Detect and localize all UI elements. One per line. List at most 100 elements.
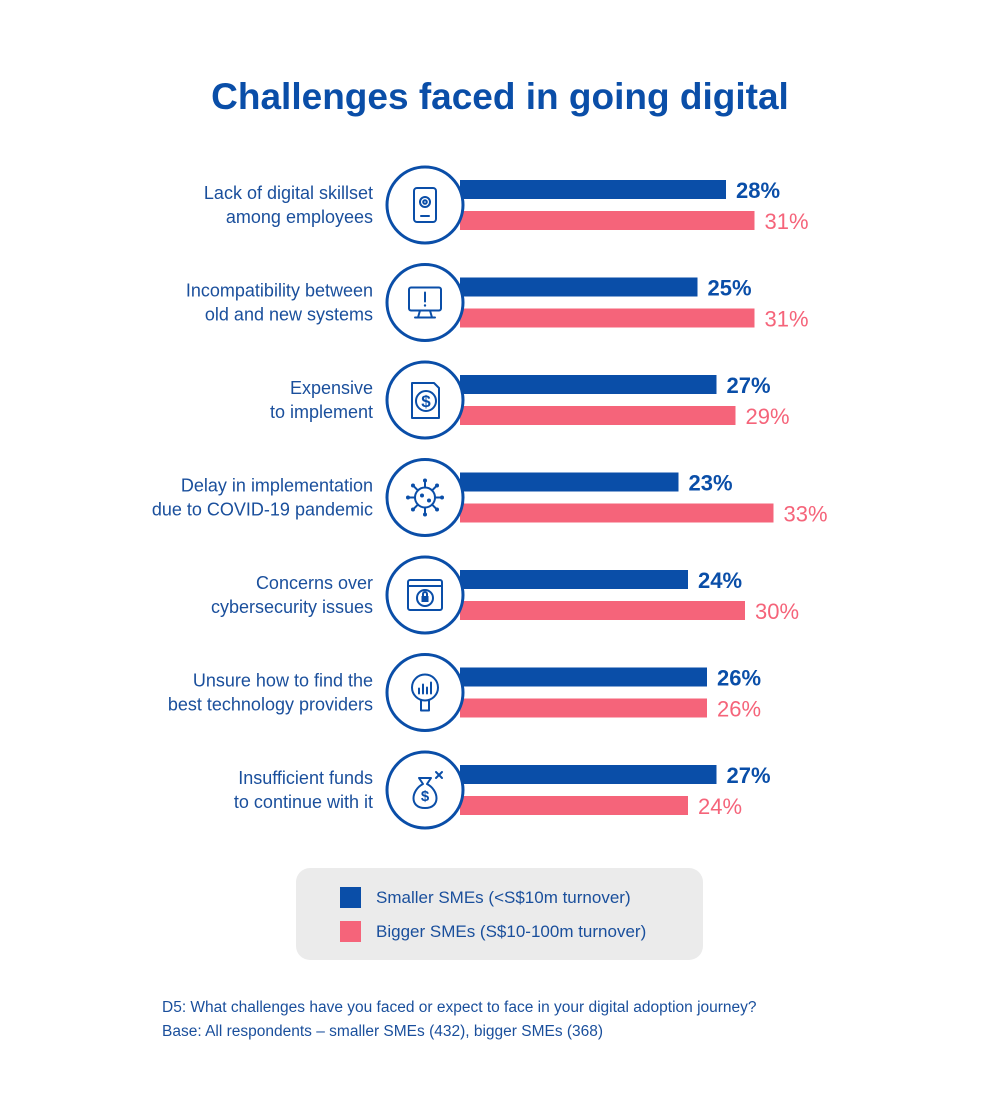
data-label-bigger-sme: 26% [717,697,761,722]
exclamation-dot [423,304,427,307]
legend-item-small: Smaller SMEs (<S$10m turnover) [340,887,631,908]
bar-bigger-sme [460,406,736,425]
bar-bigger-sme [460,796,688,815]
virus-spike-tip [410,483,415,488]
data-label-bigger-sme: 29% [746,404,790,429]
chart-row: 28% 31% Lack of digital skillset among empl… [204,165,809,245]
chart-row: 27% 29% $ Expensive to implement [270,360,790,440]
category-label: cybersecurity issues [211,597,373,617]
bar-smaller-sme [460,375,717,394]
data-label-bigger-sme: 24% [698,794,742,819]
bar-bigger-sme [460,308,755,328]
magnifier-lens [411,673,439,702]
document-outline [411,382,440,419]
lock-shackle [422,591,428,597]
category-label: Insufficient funds [238,768,373,788]
bar-smaller-sme [460,765,717,784]
virus-spike [413,485,419,492]
category-label: to implement [270,402,373,422]
bar-smaller-sme [460,277,698,297]
category-label: Lack of digital skillset [204,183,373,203]
data-label-smaller-sme: 25% [708,276,752,301]
category-label: due to COVID-19 pandemic [152,500,373,520]
tablet-outline [413,187,437,223]
virus-spike-tip [435,507,440,512]
gear-shape [419,196,431,208]
browser-lock-icon [407,579,443,611]
virus-spike-tip [406,495,410,500]
category-label: among employees [226,207,373,227]
virus-spike-tip [423,478,427,483]
data-label-smaller-sme: 27% [727,763,771,788]
chart-row: 27% 24% $ Insufficient funds to continue wit… [234,750,771,830]
chart-row: 24% 30% Concerns over cybersecurity issues [211,555,799,635]
monitor-warning-icon [408,286,442,319]
chart-title: Challenges faced in going digital [211,76,789,117]
money-bag-x-icon: $ [412,771,443,809]
bar-chart: 28% 31% Lack of digital skillset among empl… [152,165,828,830]
virus-icon [406,478,444,517]
bar-bigger-sme [460,601,745,620]
virus-spike [431,485,437,492]
icon-circle [385,458,465,537]
footnote-question: D5: What challenges have you faced or ex… [162,999,757,1016]
legend-swatch-big [340,921,361,942]
lock-ring [416,589,434,607]
browser-window [407,579,443,611]
lock-body [421,596,429,602]
icon-circle [385,360,465,440]
x-mark [435,771,443,779]
dollar-document-icon: $ [411,382,440,419]
legend-swatch-small [340,887,361,908]
data-label-bigger-sme: 30% [755,599,799,624]
bar-bigger-sme [460,698,707,718]
virus-dot [427,498,431,503]
magnifier-chart-icon [411,673,439,712]
data-label-smaller-sme: 26% [717,666,761,691]
data-label-bigger-sme: 31% [765,307,809,332]
virus-spike [413,503,419,510]
data-label-smaller-sme: 24% [698,568,742,593]
virus-spike-tip [435,483,440,488]
virus-spike [431,503,437,510]
data-label-smaller-sme: 27% [727,373,771,398]
dollar-sign: $ [421,392,431,411]
legend-label-small: Smaller SMEs (<S$10m turnover) [376,887,631,907]
data-label-bigger-sme: 33% [784,502,828,527]
monitor-stand [414,309,436,319]
virus-dot [420,493,424,498]
category-label: Delay in implementation [181,476,373,496]
legend-item-big: Bigger SMEs (S$10-100m turnover) [340,921,646,942]
bar-smaller-sme [460,180,726,199]
data-label-bigger-sme: 31% [765,209,809,234]
icon-circle [385,165,465,245]
footnote-base: Base: All respondents – smaller SMEs (43… [162,1023,604,1040]
bar-bigger-sme [460,211,755,230]
category-label: Concerns over [256,573,373,593]
category-label: best technology providers [168,695,373,715]
data-label-smaller-sme: 28% [736,178,780,203]
money-bag [412,777,438,809]
icon-circle [385,555,465,635]
monitor-screen [408,286,442,312]
legend: Smaller SMEs (<S$10m turnover) Bigger SM… [296,868,703,960]
category-label: old and new systems [205,305,373,325]
magnifier-handle [420,699,430,712]
bar-bigger-sme [460,503,774,523]
virus-spike-tip [410,507,415,512]
gear-hub [422,199,428,205]
category-label: Incompatibility between [186,281,373,301]
icon-circle [385,750,465,830]
bar-smaller-sme [460,667,707,687]
dollar-sign: $ [421,788,430,805]
icon-circle [385,653,465,732]
chart-row: 25% 31% Incompatibility between old and new… [186,263,809,342]
category-label: to continue with it [234,792,373,812]
virus-spike-tip [423,512,427,517]
data-label-smaller-sme: 23% [689,471,733,496]
category-label: Unsure how to find the [193,671,373,691]
chart-row: 23% 33% Delay in implementation due to COVI… [152,458,828,537]
bar-smaller-sme [460,570,688,589]
tablet-gear-icon [413,187,437,223]
coin-circle [415,390,437,412]
